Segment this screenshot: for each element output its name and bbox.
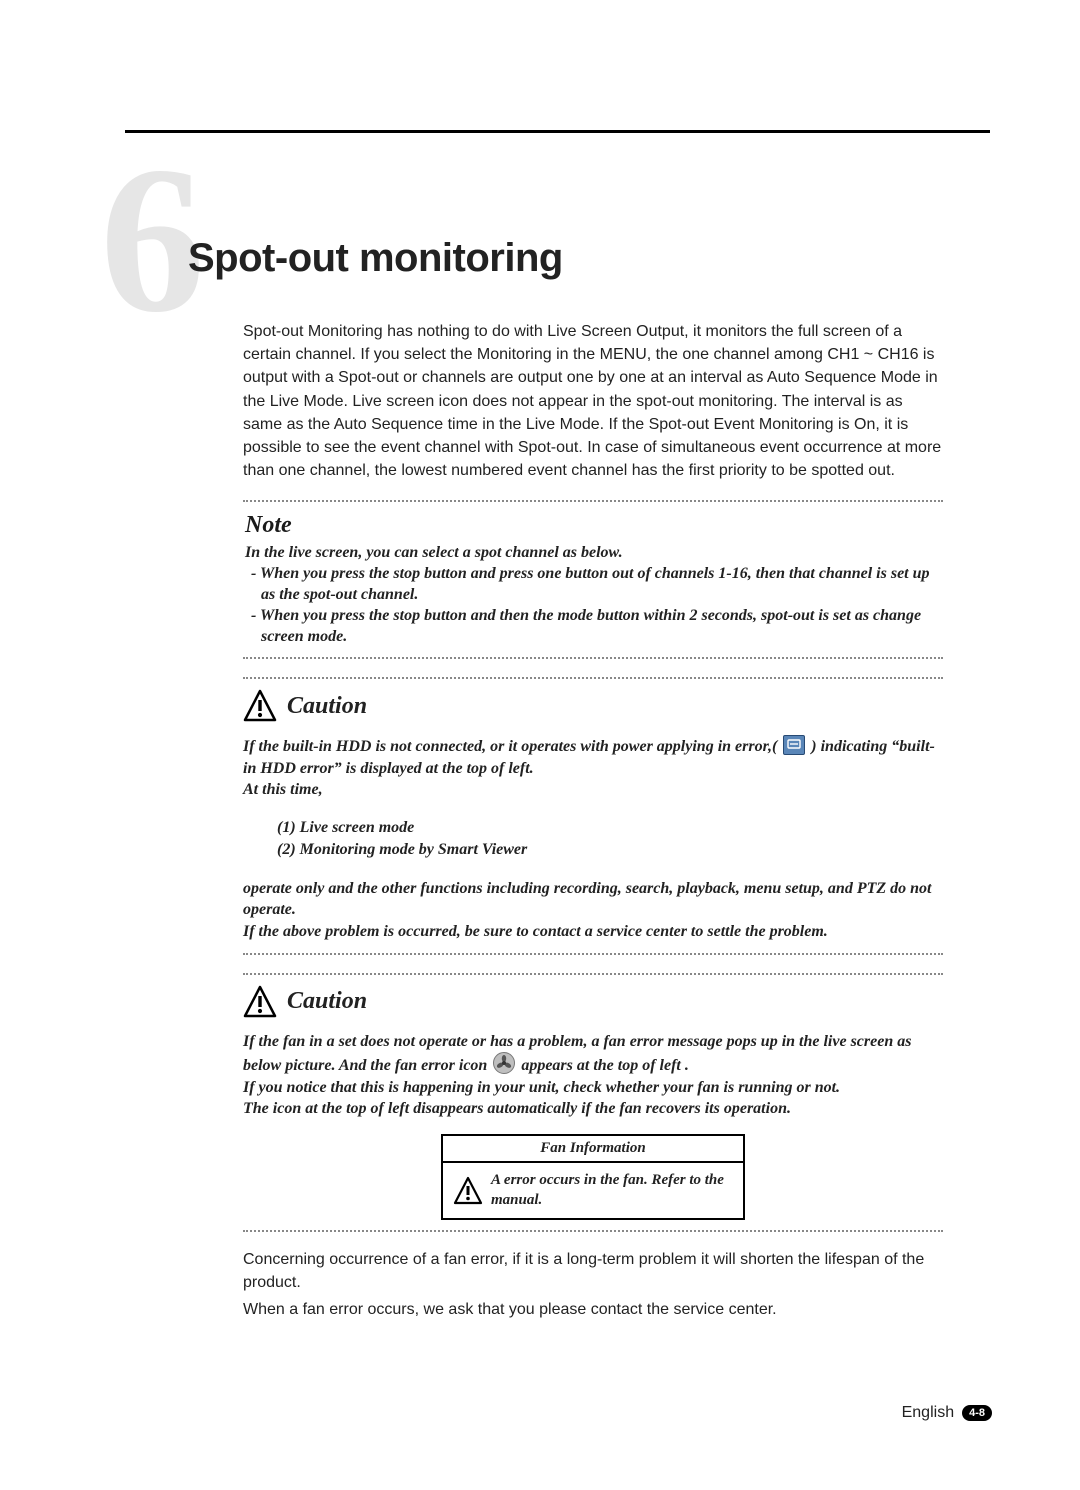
divider bbox=[243, 500, 943, 502]
caution2-p1b: appears at the top of left . bbox=[517, 1057, 689, 1074]
hdd-error-icon bbox=[783, 735, 805, 755]
fan-info-dialog: Fan Information A error occurs in the fa… bbox=[441, 1134, 745, 1220]
page-footer: English 4-8 bbox=[902, 1404, 992, 1422]
caution1-p1c: At this time, bbox=[243, 779, 943, 801]
manual-page: 6 Spot-out monitoring Spot-out Monitorin… bbox=[0, 0, 1080, 1490]
dialog-body: A error occurs in the fan. Refer to the … bbox=[443, 1163, 743, 1218]
caution1-list2: (2) Monitoring mode by Smart Viewer bbox=[277, 839, 943, 861]
warning-icon bbox=[243, 689, 277, 723]
intro-paragraph: Spot-out Monitoring has nothing to do wi… bbox=[243, 320, 943, 482]
caution1-p3: If the above problem is occurred, be sur… bbox=[243, 921, 943, 943]
caution1-p1a: If the built-in HDD is not connected, or… bbox=[243, 738, 781, 755]
section-title: Spot-out monitoring bbox=[188, 236, 563, 281]
divider bbox=[243, 973, 943, 975]
divider bbox=[243, 953, 943, 955]
caution-title: Caution bbox=[287, 693, 367, 720]
conclusion-p1: Concerning occurrence of a fan error, if… bbox=[243, 1248, 943, 1294]
caution-header: Caution bbox=[243, 689, 943, 723]
caution1-follow: operate only and the other functions inc… bbox=[243, 878, 943, 943]
content-column: Spot-out Monitoring has nothing to do wi… bbox=[243, 320, 943, 1322]
note-title: Note bbox=[245, 512, 943, 539]
note-body: In the live screen, you can select a spo… bbox=[245, 543, 943, 647]
divider bbox=[243, 657, 943, 659]
fan-error-icon bbox=[493, 1052, 515, 1074]
warning-icon bbox=[453, 1176, 483, 1206]
caution2-p3: The icon at the top of left disappears a… bbox=[243, 1098, 943, 1120]
conclusion: Concerning occurrence of a fan error, if… bbox=[243, 1248, 943, 1322]
caution1-modes: (1) Live screen mode (2) Monitoring mode… bbox=[277, 817, 943, 862]
caution2-p2: If you notice that this is happening in … bbox=[243, 1077, 943, 1099]
caution-header: Caution bbox=[243, 985, 943, 1019]
conclusion-p2: When a fan error occurs, we ask that you… bbox=[243, 1298, 943, 1321]
warning-icon bbox=[243, 985, 277, 1019]
caution1-list1: (1) Live screen mode bbox=[277, 817, 943, 839]
caution1-text: If the built-in HDD is not connected, or… bbox=[243, 735, 943, 801]
note-bullet: - When you press the stop button and pre… bbox=[245, 564, 943, 606]
dialog-message: A error occurs in the fan. Refer to the … bbox=[491, 1171, 733, 1210]
dialog-title: Fan Information bbox=[443, 1136, 743, 1163]
footer-page-number: 4-8 bbox=[962, 1405, 992, 1421]
divider bbox=[243, 1230, 943, 1232]
note-bullet: - When you press the stop button and the… bbox=[245, 606, 943, 648]
footer-language: English bbox=[902, 1404, 954, 1422]
caution-title: Caution bbox=[287, 988, 367, 1015]
top-rule bbox=[125, 130, 990, 133]
note-line: In the live screen, you can select a spo… bbox=[245, 543, 943, 564]
caution1-p2: operate only and the other functions inc… bbox=[243, 878, 943, 921]
divider bbox=[243, 677, 943, 679]
caution2-text: If the fan in a set does not operate or … bbox=[243, 1031, 943, 1120]
